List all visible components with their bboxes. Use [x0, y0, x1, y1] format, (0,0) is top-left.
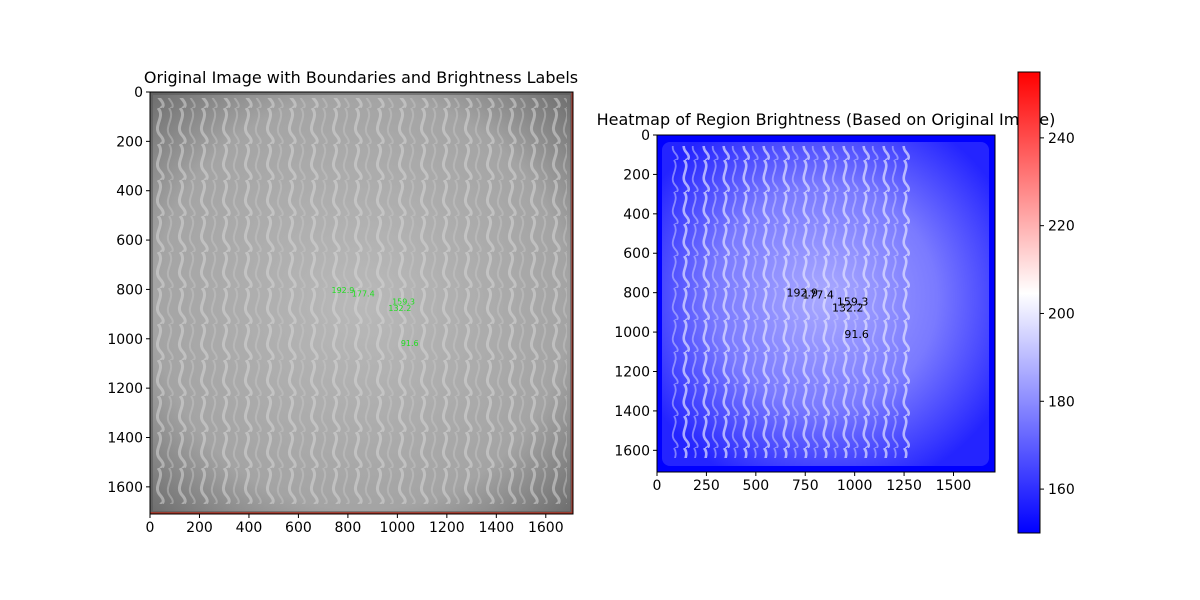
colorbar-gradient: [1017, 71, 1041, 534]
left-x-tick-label: 0: [146, 520, 155, 536]
right-x-tick-label: 1500: [936, 478, 972, 494]
left-subplot: Original Image with Boundaries and Brigh…: [107, 68, 578, 536]
left-y-tick-label: 400: [116, 184, 143, 200]
heatmap-texture: [670, 146, 910, 458]
colorbar-tick-label: 240: [1048, 131, 1075, 147]
left-y-tick-label: 800: [116, 282, 143, 298]
right-y-tick-label: 1600: [614, 443, 650, 459]
right-brightness-label: 132.2: [832, 301, 864, 314]
right-x-axis: 0 250 500 750 1000 1250 1500: [653, 472, 972, 494]
left-plot-title: Original Image with Boundaries and Brigh…: [144, 68, 578, 87]
right-y-tick-label: 1400: [614, 404, 650, 420]
right-heatmap-content: [657, 135, 995, 472]
left-brightness-label: 132.2: [388, 304, 411, 313]
right-plot-title: Heatmap of Region Brightness (Based on O…: [597, 110, 1056, 129]
right-axes-frame: [656, 134, 996, 473]
right-x-tick-label: 500: [742, 478, 769, 494]
left-x-tick-label: 200: [186, 520, 213, 536]
right-subplot: Heatmap of Region Brightness (Based on O…: [597, 110, 1056, 494]
left-y-tick-label: 1000: [107, 332, 143, 348]
right-x-tick-label: 1000: [837, 478, 873, 494]
left-x-tick-label: 1400: [478, 520, 514, 536]
colorbar-tick-label: 180: [1048, 394, 1075, 410]
left-y-tick-label: 1600: [107, 480, 143, 496]
right-brightness-label: 91.6: [844, 328, 869, 341]
colorbar-tick-label: 220: [1048, 219, 1075, 235]
right-y-tick-label: 0: [641, 128, 650, 144]
right-y-tick-label: 1000: [614, 325, 650, 341]
left-x-tick-label: 1200: [429, 520, 465, 536]
colorbar-ticks: 160 180 200 220 240: [1040, 131, 1075, 498]
left-x-tick-label: 1600: [528, 520, 564, 536]
right-brightness-label: 177.4: [802, 289, 834, 302]
right-y-tick-label: 1200: [614, 364, 650, 380]
left-y-tick-label: 600: [116, 233, 143, 249]
left-brightness-label: 177.4: [352, 289, 375, 298]
left-y-tick-label: 1400: [107, 430, 143, 446]
right-x-tick-label: 250: [693, 478, 720, 494]
colorbar: 160 180 200 220 240: [1017, 71, 1075, 534]
right-y-tick-label: 800: [623, 286, 650, 302]
left-y-axis: 0 200 400 600 800 1000 1200 1400 1600: [107, 85, 150, 496]
left-y-tick-label: 200: [116, 134, 143, 150]
left-brightness-label: 91.6: [401, 339, 419, 348]
right-y-tick-label: 600: [623, 246, 650, 262]
left-y-tick-label: 0: [134, 85, 143, 101]
left-brightness-label: 159.3: [392, 298, 415, 307]
right-y-tick-label: 200: [623, 167, 650, 183]
right-y-tick-label: 400: [623, 207, 650, 223]
right-brightness-label: 192.9: [787, 287, 819, 300]
right-x-tick-label: 750: [792, 478, 819, 494]
left-axes-frame: [149, 91, 574, 515]
fabric-texture: [156, 98, 567, 504]
colorbar-tick-label: 160: [1048, 482, 1075, 498]
left-image-content: [150, 92, 573, 514]
left-x-tick-label: 400: [236, 520, 263, 536]
left-x-tick-label: 600: [285, 520, 312, 536]
left-brightness-label: 192.9: [331, 286, 354, 295]
left-x-tick-label: 800: [335, 520, 362, 536]
right-y-axis: 0 200 400 600 800 1000 1200 1400 1600: [614, 128, 657, 459]
colorbar-tick-label: 200: [1048, 306, 1075, 322]
left-x-tick-label: 1000: [380, 520, 416, 536]
left-y-tick-label: 1200: [107, 381, 143, 397]
right-x-tick-label: 1250: [886, 478, 922, 494]
right-brightness-label: 159.3: [837, 295, 869, 308]
right-x-tick-label: 0: [653, 478, 662, 494]
left-x-axis: 0 200 400 600 800 1000 1200 1400 1600: [146, 514, 564, 536]
